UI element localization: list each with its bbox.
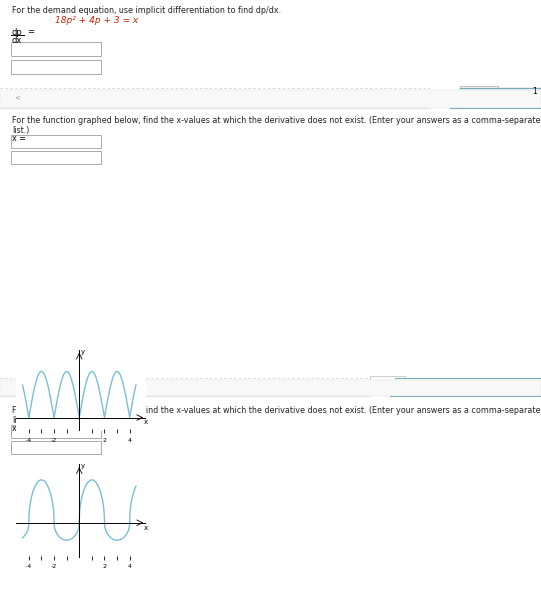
Text: x: x <box>143 419 148 425</box>
FancyBboxPatch shape <box>460 86 498 96</box>
Text: 18p² + 4p + 3 = x: 18p² + 4p + 3 = x <box>55 16 138 25</box>
FancyBboxPatch shape <box>370 376 405 385</box>
Text: x =: x = <box>12 134 26 143</box>
Text: y: y <box>81 463 84 469</box>
FancyBboxPatch shape <box>11 151 101 164</box>
FancyBboxPatch shape <box>11 425 101 438</box>
Text: dx: dx <box>12 36 22 45</box>
Text: For the function graphed below, find the x-values at which the derivative does n: For the function graphed below, find the… <box>12 116 541 136</box>
Text: <: < <box>15 95 23 101</box>
Text: For the function graphed below, find the x-values at which the derivative does n: For the function graphed below, find the… <box>12 406 541 425</box>
Text: x: x <box>143 525 148 531</box>
FancyBboxPatch shape <box>0 380 541 396</box>
FancyBboxPatch shape <box>11 42 101 56</box>
Text: 1: 1 <box>533 86 537 95</box>
Text: y: y <box>81 349 84 355</box>
Text: <: < <box>15 384 23 390</box>
Text: For the demand equation, use implicit differentiation to find dp/dx.: For the demand equation, use implicit di… <box>12 6 281 15</box>
FancyBboxPatch shape <box>11 441 101 454</box>
Text: dp: dp <box>12 28 23 37</box>
Text: =: = <box>27 28 34 37</box>
FancyBboxPatch shape <box>11 135 101 148</box>
Text: x =: x = <box>12 424 26 433</box>
FancyBboxPatch shape <box>0 90 541 108</box>
FancyBboxPatch shape <box>11 60 101 74</box>
